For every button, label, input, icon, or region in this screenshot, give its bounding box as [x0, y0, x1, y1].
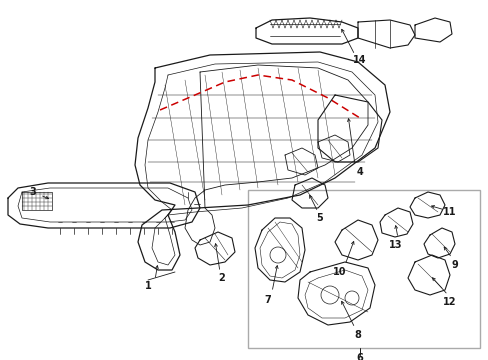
Text: 3: 3	[30, 187, 36, 197]
Text: 11: 11	[442, 207, 456, 217]
Text: 13: 13	[388, 240, 402, 250]
Text: 10: 10	[332, 267, 346, 277]
Text: 2: 2	[218, 273, 225, 283]
Text: 9: 9	[451, 260, 457, 270]
Text: 12: 12	[442, 297, 456, 307]
Text: 7: 7	[264, 295, 271, 305]
Text: 1: 1	[144, 281, 151, 291]
Text: 8: 8	[354, 330, 361, 340]
Text: 6: 6	[356, 353, 363, 360]
Text: 5: 5	[316, 213, 323, 223]
Text: 14: 14	[352, 55, 366, 65]
Text: 4: 4	[356, 167, 363, 177]
Bar	[247, 190, 479, 348]
